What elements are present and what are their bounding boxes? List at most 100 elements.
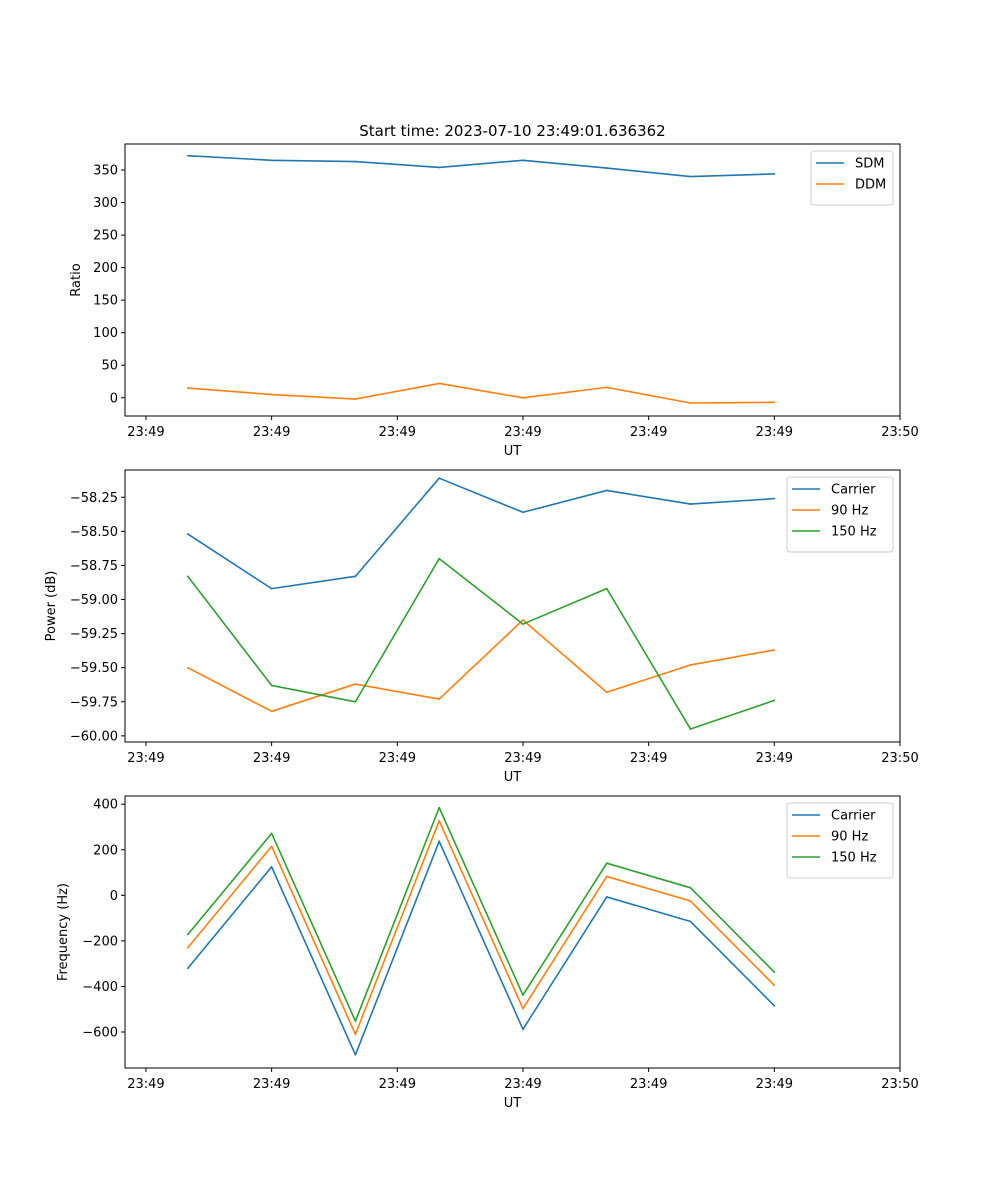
plot-3-series-150-hz-point <box>354 1020 357 1022</box>
plot-2-y-axis-label: Power (dB) <box>44 571 59 642</box>
plot-2-x-tick-label: 23:49 <box>253 751 290 766</box>
plot-1-series-sdm-point <box>605 167 608 169</box>
plot-2-frame <box>124 469 901 743</box>
plot-1-y-tick-label: 50 <box>101 359 118 374</box>
plot-3-y-tick-label: −600 <box>82 1026 118 1041</box>
plot-2-series-90-hz-point <box>689 664 692 666</box>
plot-2-series-carrier-point <box>773 497 776 500</box>
plot-2-series-150-hz-point <box>270 684 273 687</box>
plot-2-x-axis-label: UT <box>504 770 522 785</box>
plot-3-x-tick-label: 23:49 <box>253 1077 290 1092</box>
plot-2-series-carrier-line <box>187 477 775 590</box>
plot-2-series-90-hz-point <box>773 649 776 651</box>
plot-3-series-carrier-line <box>187 840 775 1056</box>
plot-1-y-tick-label: 200 <box>93 261 118 276</box>
plot-2-series-carrier-point <box>605 489 608 492</box>
plot-2-y-tick-label: −58.50 <box>70 525 118 540</box>
plot-2-y-tick-label: −59.50 <box>70 661 118 676</box>
plot-1-legend-label: DDM <box>855 178 886 193</box>
plot-1-x-tick-label: 23:49 <box>379 425 416 440</box>
plot-3-x-tick-label: 23:49 <box>379 1077 416 1092</box>
plot-2-y-tick-label: −58.75 <box>70 559 118 574</box>
plot-2-y-tick-label: −59.75 <box>70 695 118 710</box>
plot-3-x-tick-label: 23:49 <box>630 1077 667 1092</box>
plot-1-series-ddm-point <box>522 396 524 399</box>
plot-2-series-carrier-point <box>186 533 189 535</box>
plot-2: 23:49 23:49 23:49 23:49 23:49 23:49 23:50 −60.0… <box>44 469 919 785</box>
plot-3-series-150-hz-point <box>689 886 692 889</box>
plot-3-series-90-hz-point <box>605 875 608 878</box>
plot-1-series-ddm-point <box>689 402 692 404</box>
plot-3-series-150-hz-point <box>605 862 608 865</box>
plot-1-x-tick-label: 23:49 <box>630 425 667 440</box>
plot-3-series-90-hz-point <box>689 900 692 902</box>
plot-2-series-carrier-point <box>438 477 441 480</box>
plot-3-series-carrier-point <box>438 840 441 843</box>
plot-3-series-150-hz-point <box>270 832 273 835</box>
plot-1-series-ddm-line <box>187 382 775 404</box>
plot-2-series-150-hz-point <box>605 587 608 590</box>
plot-3-series-carrier-point <box>186 967 189 970</box>
plot-1-x-tick-label: 23:49 <box>756 425 793 440</box>
plot-2-series-carrier-point <box>354 575 357 578</box>
plot-1-series-ddm-point <box>186 387 189 389</box>
plot-3-series-carrier-point <box>270 865 273 868</box>
plot-1-series-sdm-point <box>270 159 273 162</box>
plot-3-series-carrier-point <box>689 920 692 923</box>
plot-2-series-90-hz-point <box>354 683 357 685</box>
plot-3-series-carrier-point <box>605 896 608 898</box>
plot-2-series-150-hz-point <box>773 699 776 702</box>
plot-2-series-carrier-point <box>689 503 692 505</box>
plot-3-y-tick-label: 0 <box>110 889 118 904</box>
plot-2-legend-label: 150 Hz <box>831 525 877 540</box>
plot-1-legend-box <box>810 150 894 206</box>
plot-3-x-tick-label: 23:49 <box>756 1077 793 1092</box>
plot-1-series-sdm-point <box>689 175 692 178</box>
plot-3-series-carrier-point <box>354 1053 357 1056</box>
plot-1-series-sdm-point <box>773 173 776 175</box>
plot-3-series-150-hz-point <box>522 994 524 997</box>
plot-3-x-tick-label: 23:49 <box>127 1077 164 1092</box>
plot-2-series-150-hz-point <box>186 575 189 578</box>
plot-1-y-tick-label: 150 <box>93 294 118 309</box>
plot-3-legend-label: 150 Hz <box>831 851 877 866</box>
plot-3-y-axis-label: Frequency (Hz) <box>56 883 71 981</box>
plot-3-series-150-hz-point <box>186 933 189 936</box>
plot-3-y-tick-label: 200 <box>93 843 118 858</box>
plot-1-series-ddm-point <box>605 386 608 389</box>
plot-2-series-90-hz-point <box>270 710 273 713</box>
plot-1-x-tick-label: 23:50 <box>881 425 918 440</box>
plot-2-y-tick-label: −59.00 <box>70 593 118 608</box>
plot-1-series-sdm-line <box>187 154 775 178</box>
plot-3-x-axis-label: UT <box>504 1096 522 1111</box>
plot-3-x-tick-label: 23:49 <box>504 1077 541 1092</box>
plot-2-x-tick-label: 23:49 <box>504 751 541 766</box>
plot-1-legend: SDM DDM <box>810 150 894 206</box>
plot-2-y-tick-label: −58.25 <box>70 491 118 506</box>
plot-3-legend-label: Carrier <box>831 809 876 824</box>
plot-2-series-90-hz-point <box>522 619 524 621</box>
plot-1-series-ddm-point <box>773 401 776 404</box>
plot-3-legend: Carrier 90 Hz 150 Hz <box>786 802 894 879</box>
plot-3-x-tick-label: 23:50 <box>881 1077 918 1092</box>
plot-3-frame <box>124 795 901 1069</box>
plot-3-series-90-hz-point <box>522 1007 524 1010</box>
plot-1-series-ddm-point <box>354 398 357 400</box>
plot-3-series-90-hz-point <box>354 1033 357 1036</box>
plot-2-y-tick-label: −60.00 <box>70 729 118 744</box>
plot-1-series-sdm-point <box>186 154 189 157</box>
plot-3-series-90-hz-point <box>186 946 189 949</box>
plot-1-y-tick-label: 300 <box>93 196 118 211</box>
plot-3-series-carrier-point <box>522 1028 524 1031</box>
plot-3-series-carrier-point <box>773 1004 776 1007</box>
plot-3: 23:49 23:49 23:49 23:49 23:49 23:49 23:50 −600 −… <box>56 795 919 1111</box>
plot-3-legend-box <box>786 802 894 879</box>
plot-1-frame <box>124 143 901 417</box>
plot-2-series-150-hz-line <box>187 557 775 730</box>
plot-3-series-150-hz-point <box>438 806 441 809</box>
plot-2-series-150-hz-point <box>438 557 441 560</box>
plot-1-series-sdm-point <box>354 160 357 163</box>
chart-title: Start time: 2023-07-10 23:49:01.636362 <box>359 122 665 140</box>
plot-1-x-tick-label: 23:49 <box>253 425 290 440</box>
